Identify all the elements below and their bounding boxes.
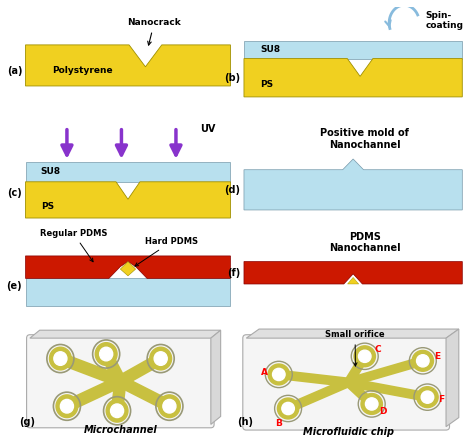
- Circle shape: [95, 343, 117, 365]
- Polygon shape: [246, 329, 459, 338]
- Text: (a): (a): [7, 66, 22, 76]
- Text: Microfluidic chip: Microfluidic chip: [303, 427, 394, 437]
- Text: D: D: [380, 407, 387, 417]
- Text: (d): (d): [225, 185, 240, 195]
- Text: (e): (e): [7, 281, 22, 291]
- Circle shape: [106, 399, 128, 422]
- Text: Microchannel: Microchannel: [83, 424, 157, 434]
- Circle shape: [358, 350, 371, 362]
- Polygon shape: [244, 261, 462, 284]
- Polygon shape: [211, 330, 221, 424]
- Circle shape: [417, 387, 438, 408]
- Text: E: E: [434, 352, 440, 361]
- Circle shape: [354, 346, 375, 367]
- Polygon shape: [120, 261, 136, 276]
- Circle shape: [150, 347, 172, 370]
- Bar: [26, 279, 230, 307]
- Text: (g): (g): [19, 417, 35, 427]
- Circle shape: [54, 352, 67, 365]
- Text: Hard PDMS: Hard PDMS: [135, 237, 199, 266]
- Text: Polystyrene: Polystyrene: [52, 67, 112, 75]
- Text: Nanocrack: Nanocrack: [128, 18, 181, 45]
- Circle shape: [158, 395, 180, 417]
- Text: C: C: [374, 345, 381, 354]
- Text: PDMS
Nanochannel: PDMS Nanochannel: [329, 232, 401, 253]
- Text: Small orifice: Small orifice: [325, 330, 385, 366]
- Circle shape: [60, 399, 73, 413]
- FancyBboxPatch shape: [27, 335, 214, 428]
- Text: Regular PDMS: Regular PDMS: [40, 229, 107, 262]
- Text: (h): (h): [237, 417, 253, 427]
- FancyBboxPatch shape: [243, 335, 449, 430]
- Circle shape: [421, 391, 434, 403]
- Bar: [26, 162, 230, 182]
- Polygon shape: [244, 159, 462, 210]
- Circle shape: [49, 347, 71, 370]
- Text: (c): (c): [8, 187, 22, 198]
- Circle shape: [154, 352, 167, 365]
- Text: (f): (f): [227, 268, 240, 278]
- Polygon shape: [244, 59, 462, 97]
- Polygon shape: [26, 45, 230, 86]
- Text: Spin-
coating: Spin- coating: [425, 11, 463, 30]
- Circle shape: [282, 403, 294, 415]
- Text: PS: PS: [41, 202, 54, 211]
- Polygon shape: [30, 330, 221, 338]
- Circle shape: [268, 364, 290, 385]
- Text: (b): (b): [224, 73, 240, 83]
- Polygon shape: [347, 277, 359, 284]
- Text: B: B: [275, 419, 282, 428]
- Text: UV: UV: [200, 124, 215, 134]
- Text: PS: PS: [260, 80, 273, 89]
- Circle shape: [277, 398, 299, 419]
- Circle shape: [163, 399, 176, 413]
- Polygon shape: [446, 329, 459, 427]
- Text: F: F: [438, 395, 445, 404]
- Text: SU8: SU8: [260, 45, 280, 54]
- Text: SU8: SU8: [41, 167, 61, 176]
- Circle shape: [412, 350, 434, 371]
- Circle shape: [100, 347, 113, 361]
- Circle shape: [361, 393, 383, 414]
- Polygon shape: [26, 256, 230, 279]
- Circle shape: [56, 395, 78, 417]
- Bar: [244, 41, 462, 59]
- Circle shape: [417, 355, 429, 367]
- Circle shape: [365, 398, 378, 410]
- Circle shape: [110, 404, 124, 417]
- Text: A: A: [261, 367, 268, 377]
- Polygon shape: [26, 182, 230, 218]
- Circle shape: [273, 368, 285, 381]
- Text: Positive mold of
Nanochannel: Positive mold of Nanochannel: [320, 128, 409, 150]
